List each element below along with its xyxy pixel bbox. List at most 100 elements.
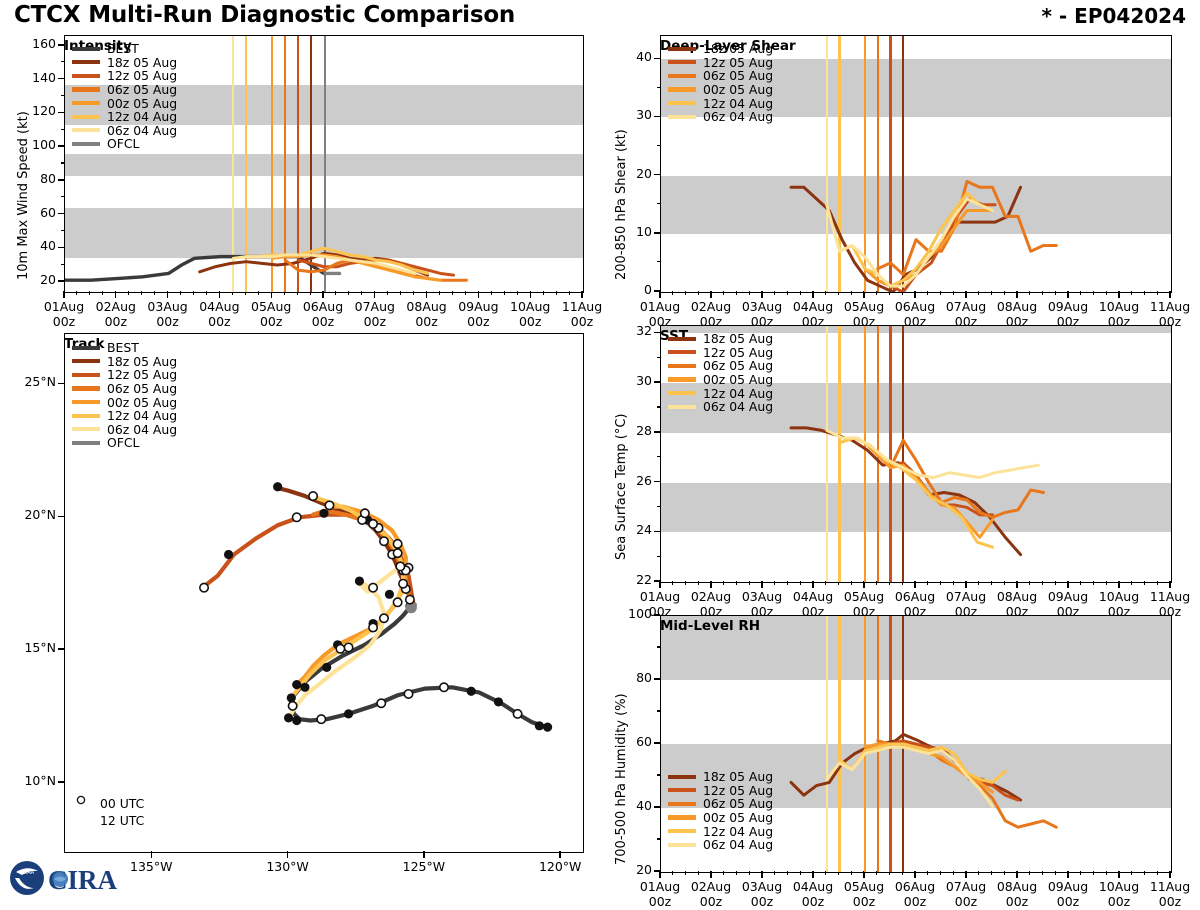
legend-label: 06z 04 Aug <box>703 109 774 125</box>
legend-item-00z-05-aug: 00z 05 Aug <box>72 96 177 111</box>
sst-plot-area[interactable] <box>660 325 1172 583</box>
x-minor-tick <box>735 581 738 585</box>
shear-legend: 18z 05 Aug 12z 05 Aug 06z 05 Aug 00z 05 Aug… <box>668 41 774 125</box>
shear-plot-area[interactable] <box>660 35 1172 293</box>
x-tick-label: 11Aug 00z <box>1149 879 1191 909</box>
y-tick-mark <box>654 742 660 744</box>
track-point-12utc <box>403 688 414 699</box>
init-time-vline-12z-04-aug <box>838 326 841 582</box>
x-minor-tick <box>1105 581 1107 585</box>
track-point-00utc <box>292 715 302 726</box>
series-line-06z-04-aug <box>231 253 417 275</box>
x-minor-tick <box>154 291 156 295</box>
x-tick-mark <box>115 291 117 298</box>
x-minor-tick <box>876 581 878 585</box>
x-tick-mark <box>914 291 916 298</box>
legend-swatch <box>668 114 696 119</box>
x-tick-label: 11Aug 00z <box>1149 589 1191 619</box>
x-minor-tick <box>927 581 929 585</box>
y-tick-label: 22 <box>636 572 652 587</box>
x-tick-label: 09Aug 00z <box>458 299 499 329</box>
x-tick-label: 06Aug 00z <box>894 299 936 329</box>
legend-swatch <box>72 386 100 391</box>
init-time-vline-00z-05-aug <box>863 616 867 872</box>
legend-label: 12z 04 Aug <box>107 109 178 125</box>
track-point-12utc <box>287 700 298 711</box>
rh-plot-area[interactable] <box>660 615 1172 873</box>
x-minor-tick <box>799 581 801 585</box>
track-marker-legend: 00 UTC 12 UTC <box>76 795 144 829</box>
x-minor-tick <box>888 581 891 585</box>
x-minor-tick <box>927 291 929 295</box>
x-minor-tick <box>735 871 738 875</box>
legend-label: 12z 04 Aug <box>703 95 774 111</box>
intensity-plot-area[interactable] <box>64 35 584 293</box>
track-series-layer <box>199 482 553 732</box>
x-tick-mark <box>1169 291 1171 298</box>
legend-label: OFCL <box>107 435 140 451</box>
legend-item-12z-05-aug: 12z 05 Aug <box>668 55 773 70</box>
x-minor-tick <box>1131 871 1133 875</box>
x-minor-tick <box>1041 291 1044 295</box>
x-tick-label: 03Aug 00z <box>741 879 783 909</box>
legend-label: 12z 05 Aug <box>703 344 774 360</box>
x-minor-tick <box>748 871 750 875</box>
x-minor-tick <box>1156 291 1158 295</box>
legend-item-06z-04-aug: 06z 04 Aug <box>668 399 773 414</box>
x-minor-tick <box>1080 581 1082 585</box>
rh-panel-title: Mid-Level RH <box>660 618 761 634</box>
x-tick-mark <box>63 291 65 298</box>
x-minor-tick <box>723 871 725 875</box>
y-minor-tick <box>60 61 64 63</box>
panel-intensity: Intensity 10m Max Wind Speed (kt) BEST18… <box>0 30 602 329</box>
x-minor-tick <box>850 291 852 295</box>
x-tick-mark <box>659 291 661 298</box>
y-tick-label: 24 <box>636 522 652 538</box>
legend-swatch <box>72 114 100 119</box>
x-minor-tick <box>1143 581 1146 585</box>
intensity-legend: BEST 18z 05 Aug 12z 05 Aug 06z 05 Aug 00z 05… <box>72 41 178 151</box>
legend-item-ofcl: OFCL <box>72 435 177 451</box>
track-point-12utc <box>324 500 335 511</box>
track-point-12utc <box>368 582 379 593</box>
x-tick-label: 04Aug 00z <box>792 299 834 329</box>
series-layer <box>65 246 468 282</box>
x-tick-mark <box>710 581 712 588</box>
track-point-12utc <box>404 594 415 605</box>
track-line-06z-05-aug <box>310 509 414 613</box>
x-minor-tick <box>231 291 233 295</box>
x-minor-tick <box>1003 291 1005 295</box>
init-time-vline-00z-05-aug <box>271 36 274 292</box>
legend-item-18z-05-aug: 18z 05 Aug <box>72 354 177 369</box>
x-minor-tick <box>387 291 389 295</box>
series-line-06z-04-aug <box>825 197 994 288</box>
legend-swatch <box>72 372 100 378</box>
x-tick-label: 03Aug 00z <box>741 589 783 619</box>
x-minor-tick <box>451 291 454 295</box>
x-minor-tick <box>361 291 363 295</box>
x-tick-label: 01Aug 00z <box>639 299 681 329</box>
track-plot-area[interactable] <box>64 333 584 853</box>
shaded-threshold-band <box>661 59 1171 118</box>
init-time-vline-12z-05-aug <box>889 326 892 582</box>
x-minor-tick <box>952 871 954 875</box>
series-line-06z-05-aug <box>876 438 1045 519</box>
track-point-00utc <box>322 662 332 672</box>
x-minor-tick <box>876 871 878 875</box>
y-tick-label: 30 <box>636 107 652 123</box>
series-line-12z-04-aug <box>838 436 994 549</box>
init-time-vline-06z-04-aug <box>825 616 828 872</box>
x-tick-mark <box>1118 871 1120 878</box>
x-tick-label: 07Aug 00z <box>945 299 987 329</box>
y-minor-tick <box>60 162 64 164</box>
y-tick-mark <box>654 870 660 872</box>
x-minor-tick <box>1003 871 1005 875</box>
init-time-vline-12z-04-aug <box>245 36 248 292</box>
x-tick-mark <box>965 291 967 298</box>
series-line-06z-05-aug <box>876 739 1058 829</box>
x-minor-tick <box>723 581 725 585</box>
x-minor-tick <box>542 291 544 295</box>
legend-item-06z-05-aug: 06z 05 Aug <box>668 796 774 812</box>
track-point-12utc <box>512 708 523 719</box>
legend-label: 06z 05 Aug <box>703 796 774 812</box>
